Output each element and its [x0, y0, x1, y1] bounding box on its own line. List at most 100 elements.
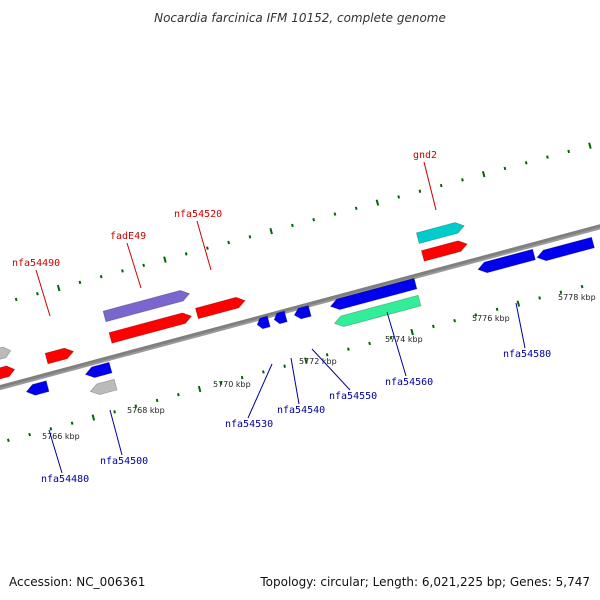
reverse-gene-leader — [48, 429, 63, 474]
forward-tick-mark — [481, 171, 486, 178]
reverse-gene-leader — [311, 348, 351, 391]
reverse-tick-mark — [134, 404, 138, 408]
forward-gene-leader — [196, 220, 212, 271]
reverse-tick-mark — [197, 385, 202, 393]
reverse-gene-leader — [515, 302, 526, 349]
genome-summary-text: Topology: circular; Length: 6,021,225 bp… — [260, 575, 590, 589]
forward-tick-mark — [14, 297, 18, 302]
reverse-tick-mark — [453, 318, 456, 323]
gene-arrow-reverse — [536, 236, 595, 262]
gene-arrow-reverse — [273, 310, 288, 325]
forward-tick-mark — [461, 178, 464, 182]
reverse-tick-mark — [474, 313, 478, 317]
reverse-tick-mark — [325, 353, 329, 357]
gene-arrow-forward — [194, 296, 246, 320]
feature-layer — [0, 222, 595, 396]
scale-tick-label: 5774 kbp — [385, 335, 423, 344]
scale-tick-label: 5776 kbp — [472, 314, 510, 323]
scale-tick-label: 5766 kbp — [42, 432, 80, 441]
reverse-gene-leader — [386, 311, 407, 377]
forward-tick-mark — [163, 256, 167, 263]
scale-tick-label: 5768 kbp — [127, 406, 165, 415]
forward-gene-leader — [423, 161, 437, 211]
reverse-tick-mark — [262, 370, 265, 374]
reverse-gene-label: nfa54530 — [225, 419, 273, 430]
reverse-tick-mark — [49, 427, 53, 431]
reverse-gene-leader — [290, 357, 300, 405]
forward-tick-mark — [439, 183, 443, 188]
forward-tick-mark — [397, 195, 401, 199]
reverse-tick-mark — [113, 410, 116, 414]
reverse-tick-mark — [516, 300, 521, 307]
reverse-tick-mark — [389, 336, 393, 340]
map-title: Nocardia farcinica IFM 10152, complete g… — [154, 11, 446, 25]
gene-arrow-rna — [415, 222, 465, 244]
gene-arrow-reverse — [329, 277, 418, 311]
forward-tick-mark — [503, 166, 507, 171]
forward-tick-mark — [524, 161, 528, 165]
reverse-tick-mark — [410, 328, 414, 336]
gene-arrow-reverse — [293, 305, 312, 320]
forward-tick-mark — [206, 246, 209, 250]
scale-tick-label: 5778 kbp — [558, 293, 596, 302]
forward-gene-label: nfa54520 — [174, 209, 222, 220]
reverse-tick-mark — [432, 324, 435, 329]
gene-arrow-pseudo — [89, 378, 118, 396]
forward-gene-leader — [126, 242, 142, 289]
forward-tick-mark — [312, 218, 316, 222]
gene-arrow-forward — [0, 365, 16, 380]
forward-tick-mark — [418, 189, 422, 193]
reverse-tick-mark — [177, 393, 180, 397]
gene-arrow-reverse — [256, 315, 271, 330]
forward-tick-mark — [567, 149, 571, 154]
reverse-gene-label: nfa54560 — [385, 377, 433, 388]
scale-tick-label: 5770 kbp — [213, 380, 251, 389]
forward-tick-mark — [354, 206, 358, 211]
reverse-tick-mark — [7, 438, 10, 442]
reverse-tick-mark — [283, 364, 286, 368]
forward-tick-mark — [248, 235, 252, 239]
forward-tick-mark — [56, 284, 61, 292]
accession-text: Accession: NC_006361 — [9, 575, 146, 589]
forward-tick-mark — [99, 274, 103, 279]
gene-arrow-forward — [44, 347, 75, 365]
forward-tick-mark — [375, 199, 380, 206]
reverse-gene-leader — [109, 409, 123, 456]
forward-tick-mark — [588, 142, 592, 149]
reverse-tick-mark — [304, 357, 308, 364]
forward-tick-mark — [121, 269, 124, 273]
gene-arrow-green — [333, 294, 422, 328]
label-layer: 5766 kbp 5768 kbp 5770 kbp 5772 kbp 5774 kbp… — [12, 150, 596, 485]
scale-tick-label: 5772 kbp — [299, 357, 337, 366]
gene-arrow-reverse — [477, 248, 536, 274]
reverse-tick-mark — [347, 347, 350, 351]
gene-arrow-reverse — [25, 380, 50, 396]
forward-tick-mark — [142, 263, 146, 267]
forward-tick-mark — [333, 212, 337, 216]
forward-tick-mark — [546, 155, 549, 159]
forward-gene-label: fadE49 — [110, 231, 146, 242]
gene-arrow-pseudo — [0, 346, 12, 360]
reverse-gene-label: nfa54500 — [100, 456, 148, 467]
forward-tick-mark — [269, 227, 273, 235]
reverse-tick-mark — [70, 421, 74, 425]
reverse-gene-label: nfa54550 — [329, 391, 377, 402]
forward-tick-mark — [184, 252, 188, 256]
gene-arrow-forward — [420, 240, 468, 262]
reverse-tick-mark — [155, 398, 159, 403]
forward-tick-mark — [227, 240, 231, 245]
reverse-tick-mark — [559, 290, 563, 294]
reverse-tick-mark — [580, 284, 584, 289]
reverse-tick-mark — [219, 381, 223, 386]
forward-tick-mark — [291, 223, 294, 228]
backbone — [0, 224, 600, 389]
reverse-tick-mark — [495, 307, 499, 312]
forward-tick-mark — [78, 280, 82, 285]
reverse-gene-leader — [247, 363, 273, 419]
gene-arrow-violet — [102, 289, 191, 323]
reverse-gene-label: nfa54580 — [503, 349, 551, 360]
forward-gene-label: gnd2 — [413, 150, 437, 161]
forward-tick-mark — [36, 292, 39, 296]
reverse-tick-mark — [240, 375, 244, 380]
